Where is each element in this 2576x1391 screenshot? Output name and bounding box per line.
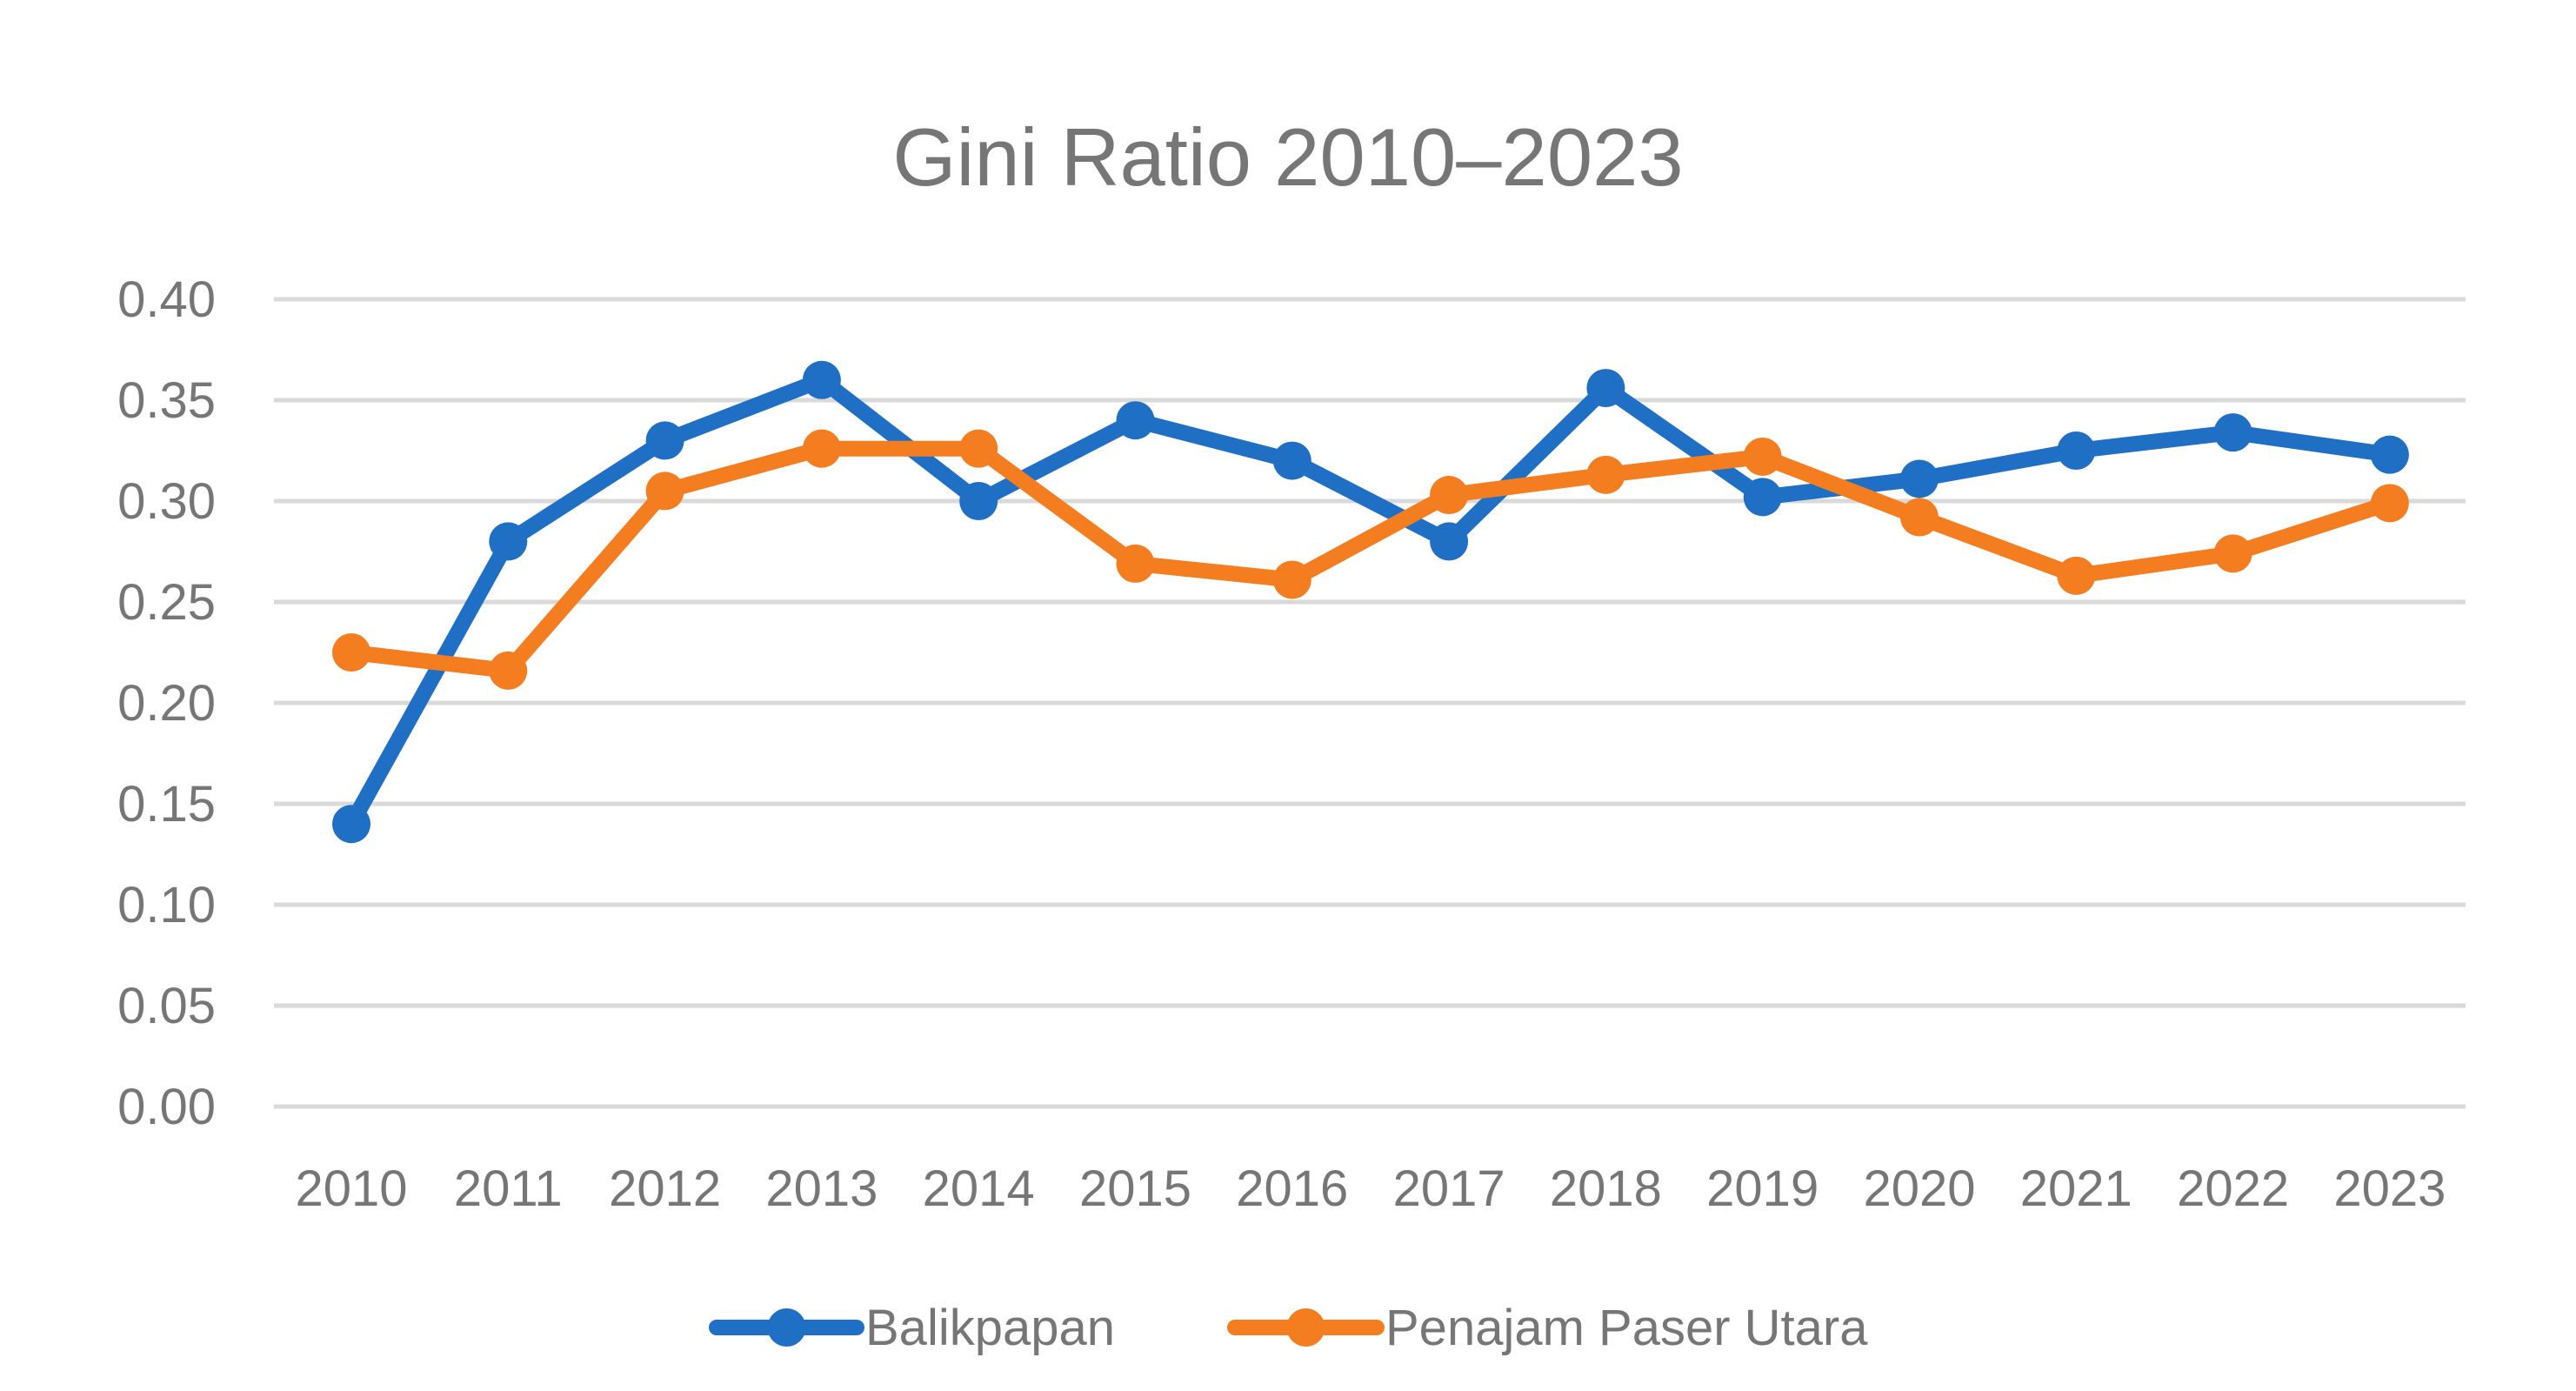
x-tick-label: 2010 (295, 1160, 407, 1217)
x-tick-label: 2022 (2177, 1160, 2289, 1217)
data-point (959, 429, 998, 468)
y-axis-tick-labels: 0.00 0.05 0.10 0.15 0.20 0.25 0.30 0.35 0.40 (117, 271, 216, 1135)
series-line (344, 440, 2398, 679)
x-tick-label: 2021 (2020, 1160, 2132, 1217)
data-point (1272, 441, 1311, 480)
data-point (2213, 413, 2252, 452)
data-point (332, 805, 370, 844)
y-tick-label: 0.00 (117, 1079, 216, 1135)
series-layer (332, 360, 2409, 844)
data-point (1586, 455, 1625, 494)
y-tick-label: 0.25 (117, 574, 216, 631)
data-point (1586, 369, 1625, 408)
series-0 (332, 360, 2409, 844)
y-tick-label: 0.40 (117, 271, 216, 328)
legend: Balikpapan Penajam Paser Utara (709, 1300, 1868, 1356)
data-point (2370, 484, 2409, 523)
x-tick-label: 2011 (454, 1160, 563, 1217)
y-tick-label: 0.10 (117, 877, 216, 933)
legend-item: Balikpapan (709, 1300, 1115, 1356)
y-tick-label: 0.15 (117, 776, 216, 833)
data-point (1743, 478, 1782, 517)
data-point (489, 522, 528, 561)
data-point (1116, 544, 1155, 583)
data-point (2213, 534, 2252, 573)
x-tick-label: 2015 (1079, 1160, 1191, 1217)
legend-swatch-marker (1286, 1308, 1325, 1347)
data-point (959, 482, 998, 520)
gridlines (274, 297, 2466, 1109)
series-1 (332, 429, 2409, 690)
data-point (645, 421, 684, 460)
x-tick-label: 2019 (1706, 1160, 1819, 1217)
data-point (1430, 522, 1469, 561)
legend-label: Balikpapan (865, 1300, 1115, 1356)
legend-swatch-marker (767, 1308, 806, 1347)
y-tick-label: 0.20 (117, 675, 216, 732)
data-point (645, 471, 684, 511)
x-axis-tick-labels: 2010 2011 2012 2013 2014 2015 2016 2017 2018 2019… (295, 1160, 2446, 1217)
data-point (1430, 476, 1469, 515)
x-tick-label: 2017 (1393, 1160, 1505, 1217)
data-point (802, 429, 841, 468)
data-point (489, 651, 528, 690)
x-tick-label: 2018 (1550, 1160, 1662, 1217)
data-point (332, 633, 370, 672)
legend-item: Penajam Paser Utara (1227, 1300, 1868, 1356)
data-point (1116, 401, 1155, 440)
x-tick-label: 2013 (765, 1160, 878, 1217)
data-point (2057, 431, 2096, 470)
data-point (802, 360, 841, 399)
chart-title: Gini Ratio 2010–2023 (892, 111, 1683, 203)
data-point (2057, 556, 2096, 595)
y-tick-label: 0.30 (117, 473, 216, 530)
x-tick-label: 2023 (2333, 1160, 2446, 1217)
y-tick-label: 0.05 (117, 978, 216, 1034)
data-point (1900, 498, 1939, 537)
data-point (2370, 435, 2409, 474)
x-tick-label: 2016 (1236, 1160, 1348, 1217)
y-tick-label: 0.35 (117, 372, 216, 429)
data-point (1900, 459, 1939, 498)
x-tick-label: 2014 (923, 1160, 1035, 1217)
series-line (344, 371, 2398, 833)
legend-label: Penajam Paser Utara (1385, 1300, 1868, 1356)
data-point (1743, 437, 1782, 476)
x-tick-label: 2020 (1863, 1160, 1975, 1217)
x-tick-label: 2012 (609, 1160, 721, 1217)
data-point (1272, 560, 1311, 599)
